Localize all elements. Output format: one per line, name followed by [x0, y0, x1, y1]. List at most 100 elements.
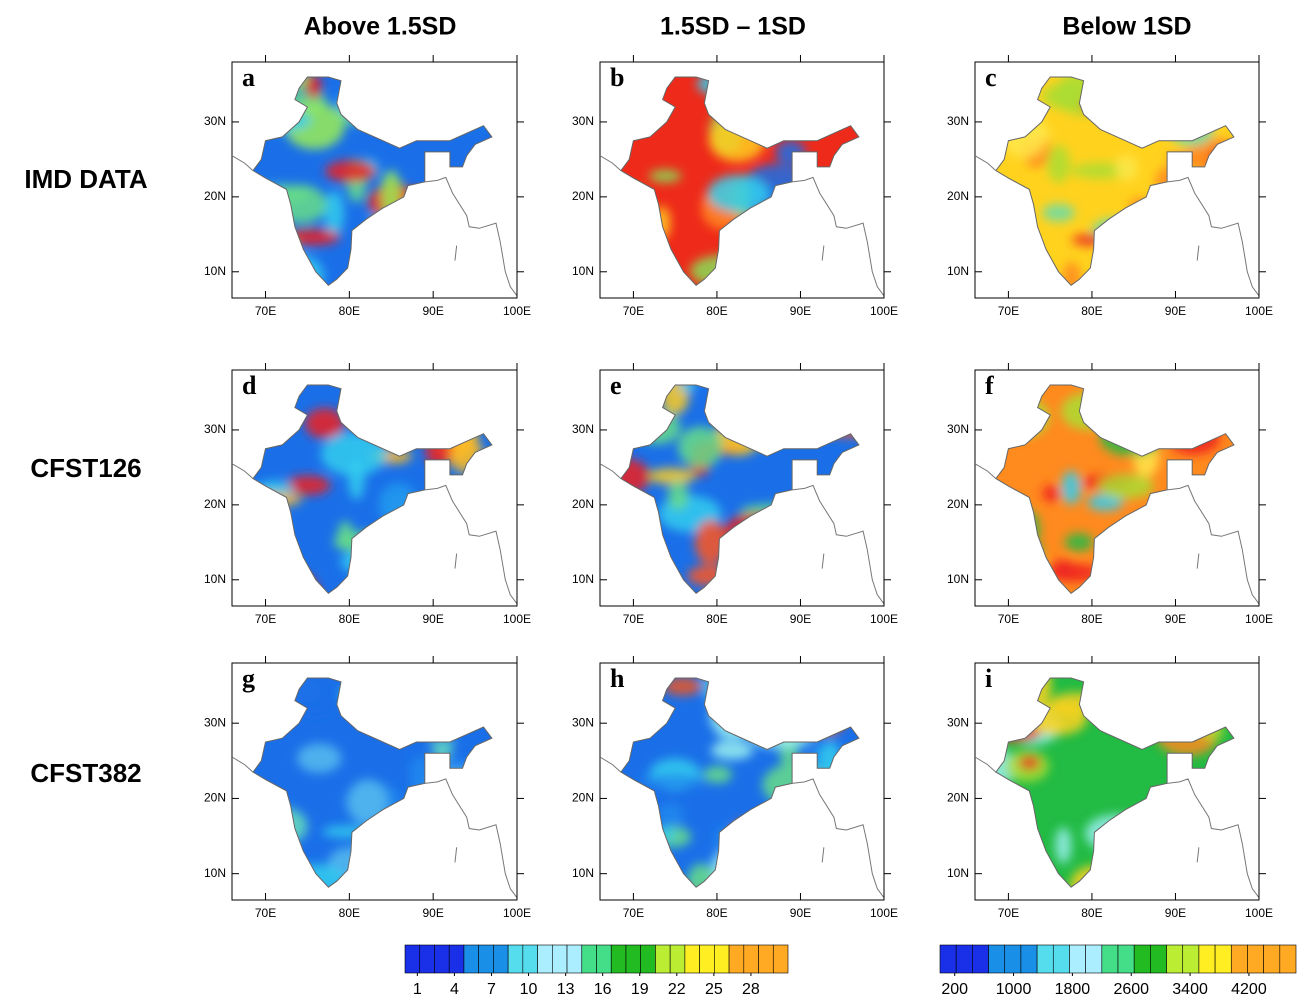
map-blob — [1098, 474, 1154, 499]
x-tick-label: 70E — [623, 906, 644, 920]
x-tick-label: 100E — [1245, 906, 1273, 920]
colorbar-label: 3400 — [1172, 981, 1208, 998]
country-outline — [620, 677, 860, 888]
colorbar-box — [625, 944, 641, 974]
x-tick-label: 90E — [422, 906, 443, 920]
row-label: CFST382 — [30, 758, 141, 788]
map-blob — [667, 480, 689, 511]
colorbar-box — [1182, 944, 1200, 974]
x-tick-label: 80E — [1081, 906, 1102, 920]
x-tick-label: 100E — [503, 906, 531, 920]
colorbar-box — [1247, 944, 1264, 974]
y-tick-label: 20N — [947, 189, 969, 203]
x-tick-label: 100E — [1245, 612, 1273, 626]
panel-letter: b — [610, 63, 624, 92]
row-label: IMD DATA — [24, 164, 147, 194]
map-blob — [1115, 154, 1138, 181]
colorbar-box — [714, 944, 730, 974]
x-tick-label: 100E — [503, 304, 531, 318]
x-tick-label: 70E — [623, 612, 644, 626]
map-blob — [304, 408, 345, 439]
x-tick-label: 90E — [790, 304, 811, 318]
x-tick-label: 90E — [1165, 906, 1186, 920]
map-blob — [1064, 533, 1094, 552]
y-tick-label: 30N — [572, 114, 594, 128]
row-label: CFST126 — [30, 453, 141, 483]
x-tick-label: 80E — [706, 304, 727, 318]
colorbar-box — [1101, 944, 1119, 974]
x-tick-label: 90E — [790, 612, 811, 626]
colorbar-box — [1263, 944, 1281, 974]
country-outline — [620, 384, 860, 594]
y-tick-label: 10N — [572, 572, 594, 586]
colorbar-box — [640, 944, 656, 974]
map-blob — [639, 775, 707, 788]
colorbar-box — [972, 944, 989, 974]
coastline — [792, 778, 885, 898]
colorbar-box — [1069, 944, 1086, 974]
x-tick-label: 70E — [998, 304, 1019, 318]
x-tick-label: 80E — [339, 906, 360, 920]
map-blob — [995, 749, 1021, 785]
country-outline — [995, 76, 1235, 286]
map-blob — [1061, 470, 1082, 505]
column-header: Above 1.5SD — [304, 13, 457, 41]
colorbar-box — [522, 944, 538, 974]
x-tick-label: 90E — [1165, 304, 1186, 318]
coastline — [792, 484, 885, 605]
x-tick-label: 80E — [1081, 304, 1102, 318]
y-tick-label: 10N — [572, 264, 594, 278]
x-tick-label: 70E — [255, 612, 276, 626]
colorbar-box — [772, 944, 789, 974]
colorbar-box — [419, 944, 435, 974]
map-blob — [325, 160, 377, 183]
colorbar-label: 13 — [557, 981, 575, 998]
country-outline — [995, 384, 1235, 594]
coastline — [974, 155, 997, 171]
colorbar-box — [507, 944, 524, 974]
country-outline — [620, 76, 860, 286]
colorbar-label: 22 — [668, 981, 686, 998]
colorbar-box — [1004, 944, 1022, 974]
colorbar-box — [596, 944, 612, 974]
y-tick-label: 20N — [204, 791, 226, 805]
colorbar-label: 1 — [413, 981, 422, 998]
colorbar-box — [1150, 944, 1167, 974]
x-tick-label: 90E — [1165, 612, 1186, 626]
island — [1196, 245, 1200, 261]
colorbar-box — [537, 944, 553, 974]
coastline — [792, 176, 885, 297]
y-tick-label: 10N — [204, 572, 226, 586]
map-blob — [1042, 485, 1062, 502]
map-blob — [707, 174, 770, 213]
x-tick-label: 80E — [339, 304, 360, 318]
colorbar-box — [1198, 944, 1216, 974]
country-outline — [995, 677, 1235, 888]
colorbar-label: 10 — [520, 981, 538, 998]
country-outline — [252, 384, 493, 594]
coastline — [974, 463, 997, 479]
colorbar-box — [1214, 944, 1232, 974]
x-tick-label: 70E — [255, 906, 276, 920]
map-blob — [648, 169, 682, 183]
colorbar-box — [1085, 944, 1103, 974]
colorbar-box — [493, 944, 509, 974]
map-blob — [348, 459, 365, 500]
island — [821, 553, 825, 569]
colorbar-box — [988, 944, 1006, 974]
colorbar-box — [478, 944, 494, 974]
colorbar-label: 4200 — [1231, 981, 1267, 998]
map-blob — [337, 521, 354, 550]
map-blob — [1042, 203, 1075, 222]
colorbar-box — [404, 944, 421, 974]
colorbar-label: 7 — [487, 981, 496, 998]
island — [1196, 553, 1200, 569]
colorbar-label: 25 — [705, 981, 723, 998]
x-tick-label: 80E — [706, 612, 727, 626]
colorbar-label: 28 — [742, 981, 760, 998]
colorbar-box — [1166, 944, 1184, 974]
x-tick-label: 100E — [870, 906, 898, 920]
x-tick-label: 100E — [870, 612, 898, 626]
colorbar-label: 1000 — [996, 981, 1032, 998]
